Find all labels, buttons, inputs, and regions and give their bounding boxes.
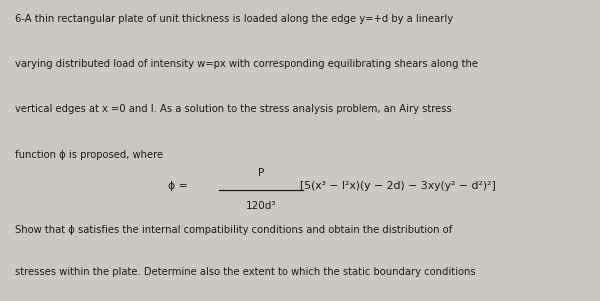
Text: P: P	[258, 168, 264, 178]
Text: 6-A thin rectangular plate of unit thickness is loaded along the edge y=+d by a : 6-A thin rectangular plate of unit thick…	[15, 14, 453, 24]
Text: varying distributed load of intensity w=px with corresponding equilibrating shea: varying distributed load of intensity w=…	[15, 59, 478, 69]
Text: Show that ϕ satisfies the internal compatibility conditions and obtain the distr: Show that ϕ satisfies the internal compa…	[15, 225, 452, 235]
Text: ϕ =: ϕ =	[168, 181, 188, 191]
Text: function ϕ is proposed, where: function ϕ is proposed, where	[15, 150, 163, 160]
Text: vertical edges at x =0 and l. As a solution to the stress analysis problem, an A: vertical edges at x =0 and l. As a solut…	[15, 104, 452, 114]
Text: stresses within the plate. Determine also the extent to which the static boundar: stresses within the plate. Determine als…	[15, 267, 476, 277]
Text: 120d³: 120d³	[246, 201, 276, 211]
Text: [5(x³ − l²x)(y − 2d) − 3xy(y² − d²)²]: [5(x³ − l²x)(y − 2d) − 3xy(y² − d²)²]	[300, 181, 496, 191]
